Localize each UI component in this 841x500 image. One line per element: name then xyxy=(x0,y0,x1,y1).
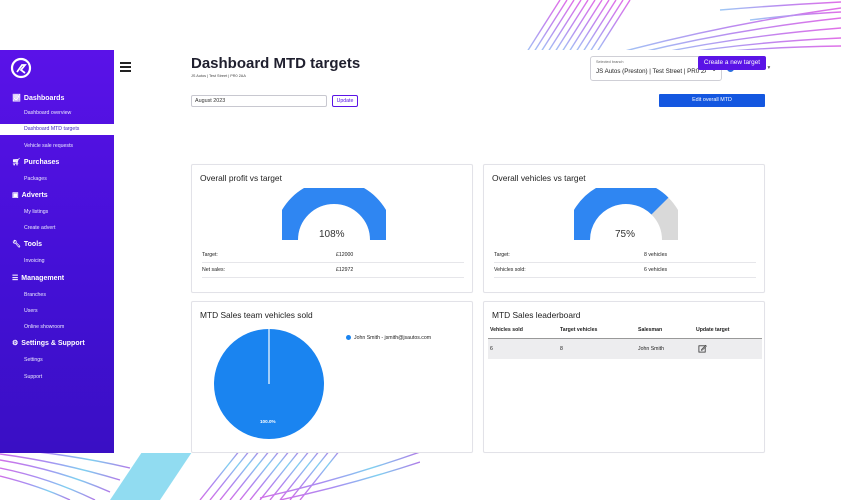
header-vehicles-sold: Vehicles sold xyxy=(490,327,523,333)
header-update-target: Update target xyxy=(696,327,730,333)
sidebar-item-create-advert[interactable]: Create advert xyxy=(24,225,56,231)
vehicles-card: Overall vehicles vs target 75% Target: 8… xyxy=(483,164,765,293)
logo-icon xyxy=(10,57,32,79)
caret-down-icon: ▾ xyxy=(767,65,771,71)
sidebar-item-invoicing[interactable]: Invoicing xyxy=(24,258,45,264)
branch-select-label: Selected branch xyxy=(596,60,624,64)
cart-icon: 🛒︎ xyxy=(12,159,21,166)
vehicles-sold-row: Vehicles sold: 6 vehicles xyxy=(494,263,756,278)
leaderboard-title: MTD Sales leaderboard xyxy=(492,310,581,320)
sidebar-section-label: Dashboards xyxy=(23,94,65,102)
sidebar-section-label: Purchases xyxy=(23,158,60,166)
wrench-icon: 🔧︎ xyxy=(12,241,21,248)
profit-gauge xyxy=(282,188,386,241)
edit-overall-mtd-button[interactable]: Edit overall MTD xyxy=(659,94,765,107)
list-icon: ☰ xyxy=(12,275,19,282)
sidebar-section-label: Settings & Support xyxy=(21,339,85,347)
sidebar-section-purchases[interactable]: 🛒︎ Purchases xyxy=(12,158,60,167)
sidebar-item-packages[interactable]: Packages xyxy=(24,176,47,182)
leaderboard-header: Vehicles sold Target vehicles Salesman U… xyxy=(488,322,762,339)
sidebar-section-settings-support[interactable]: ⚙︎ Settings & Support xyxy=(12,339,85,348)
vehicles-target-row: Target: 8 vehicles xyxy=(494,248,756,263)
sidebar: 📈︎ Dashboards Dashboard overview Dashboa… xyxy=(0,50,114,453)
chart-line-icon: 📈︎ xyxy=(12,95,21,102)
row-label: Net sales: xyxy=(202,267,226,273)
bottom-area xyxy=(0,453,841,500)
team-card-title: MTD Sales team vehicles sold xyxy=(200,310,313,320)
cell-target-vehicles: 8 xyxy=(560,346,563,352)
gauge-fill xyxy=(282,188,386,241)
legend-dot xyxy=(346,335,351,340)
sidebar-section-label: Management xyxy=(21,274,65,282)
cell-vehicles-sold: 6 xyxy=(490,346,493,352)
sidebar-section-label: Tools xyxy=(23,240,43,248)
profit-target-row: Target: £12000 xyxy=(202,248,464,263)
page-title: Dashboard MTD targets xyxy=(191,55,361,72)
profit-card: Overall profit vs target 108% Target: £1… xyxy=(191,164,473,293)
sidebar-section-tools[interactable]: 🔧︎ Tools xyxy=(12,240,43,249)
header-target-vehicles: Target vehicles xyxy=(560,327,598,333)
row-label: Target: xyxy=(494,252,510,258)
row-value: £12972 xyxy=(336,267,354,273)
vehicles-percent: 75% xyxy=(615,229,636,240)
sidebar-item-dashboard-overview[interactable]: Dashboard overview xyxy=(24,110,72,116)
gears-icon: ⚙︎ xyxy=(12,340,19,347)
row-value: 8 vehicles xyxy=(644,252,668,258)
team-pie-chart xyxy=(214,329,324,439)
month-input[interactable]: August 2023 xyxy=(191,95,327,107)
sidebar-item-dashboard-mtd-targets[interactable]: Dashboard MTD targets xyxy=(0,124,114,135)
legend-text: John Smith - jsmith@jsautos.com xyxy=(354,335,432,341)
cell-salesman: John Smith xyxy=(638,346,664,352)
hamburger-menu-icon[interactable] xyxy=(120,62,131,72)
sidebar-item-branches[interactable]: Branches xyxy=(24,292,46,298)
sidebar-item-users[interactable]: Users xyxy=(24,308,38,314)
ad-icon: ▣ xyxy=(12,192,19,199)
branch-select-value: JS Autos (Preston) | Test Street | PR0 2… xyxy=(596,68,706,75)
table-row: 6 8 John Smith xyxy=(488,339,762,359)
vehicles-gauge xyxy=(574,188,678,241)
sidebar-item-vehicle-sale-requests[interactable]: Vehicle sale requests xyxy=(24,143,74,149)
team-sales-card: MTD Sales team vehicles sold 100.0% John… xyxy=(191,301,473,453)
pie-slice-label: 100.0% xyxy=(260,419,276,424)
row-value: £12000 xyxy=(336,252,354,258)
sidebar-item-my-listings[interactable]: My listings xyxy=(24,209,49,215)
sidebar-item-online-showroom[interactable]: Online showroom xyxy=(24,324,65,330)
profit-percent: 108% xyxy=(319,229,345,240)
update-button[interactable]: Update xyxy=(332,95,358,107)
edit-icon[interactable] xyxy=(698,344,707,353)
profit-card-title: Overall profit vs target xyxy=(200,173,282,183)
gauge-fill xyxy=(574,188,669,241)
leaderboard-card: MTD Sales leaderboard xyxy=(483,301,765,453)
sidebar-section-dashboards[interactable]: 📈︎ Dashboards xyxy=(12,94,65,103)
profit-net-sales-row: Net sales: £12972 xyxy=(202,263,464,278)
header-salesman: Salesman xyxy=(638,327,663,333)
sidebar-item-settings[interactable]: Settings xyxy=(24,357,43,363)
sidebar-section-label: Adverts xyxy=(21,191,48,199)
sidebar-item-support[interactable]: Support xyxy=(24,374,43,380)
sidebar-section-management[interactable]: ☰ Management xyxy=(12,274,65,283)
decorative-stripes-top xyxy=(524,0,841,55)
create-target-button[interactable]: Create a new target xyxy=(698,56,766,70)
row-value: 6 vehicles xyxy=(644,267,668,273)
row-label: Vehicles sold: xyxy=(494,267,526,273)
row-label: Target: xyxy=(202,252,218,258)
vehicles-card-title: Overall vehicles vs target xyxy=(492,173,586,183)
page-subtitle: JS Autos | Test Street | PR0 2AA xyxy=(191,74,246,78)
sidebar-section-adverts[interactable]: ▣ Adverts xyxy=(12,191,48,200)
